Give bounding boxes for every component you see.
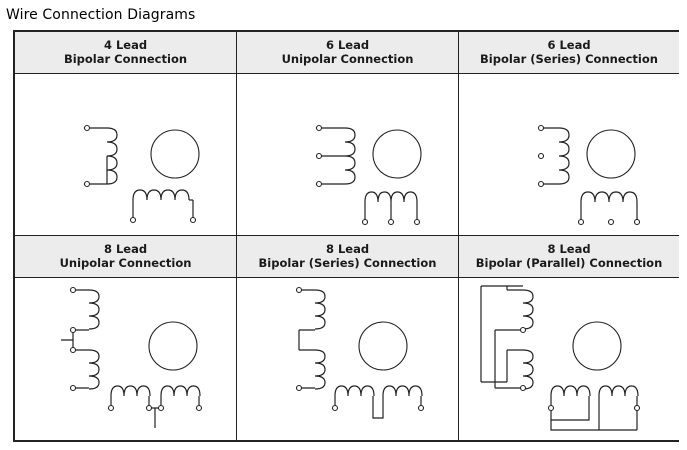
coil-a — [480, 285, 534, 392]
rotor-circle — [572, 321, 622, 371]
coil-b — [331, 385, 425, 419]
lead-count-label: 4 Lead — [103, 38, 148, 52]
lead-count-label: 8 Lead — [547, 242, 591, 256]
coil-b — [129, 189, 197, 224]
coil-b — [547, 385, 641, 431]
cell-header: 8 Lead Bipolar (Series) Connection — [237, 236, 458, 278]
lead-count-label: 6 Lead — [325, 38, 370, 52]
wiring-diagram — [315, 124, 422, 226]
diagram-grid: 4 Lead Bipolar Connection 6 Lead — [13, 30, 679, 442]
lead-count-label: 6 Lead — [547, 38, 591, 52]
diagram-cell-6-lead-unipolar: 6 Lead Unipolar Connection — [237, 32, 459, 236]
connection-type-label: Bipolar (Series) Connection — [480, 52, 658, 66]
rotor-circle — [358, 321, 408, 371]
coil-b — [577, 191, 641, 226]
cell-header: 8 Lead Unipolar Connection — [15, 236, 236, 278]
diagram-cell-8-lead-unipolar: 8 Lead Unipolar Connection — [15, 236, 237, 440]
rotor-circle — [148, 321, 198, 371]
coil-b — [361, 191, 421, 226]
wiring-diagram — [83, 124, 200, 224]
diagram-cell-4-lead-bipolar: 4 Lead Bipolar Connection — [15, 32, 237, 236]
coil-a — [315, 124, 356, 188]
diagram-cell-8-lead-bipolar-series: 8 Lead Bipolar (Series) Connection — [237, 236, 459, 440]
lead-count-label: 8 Lead — [325, 242, 370, 256]
coil-a — [295, 286, 326, 392]
cell-header: 4 Lead Bipolar Connection — [15, 32, 236, 74]
connection-type-label: Bipolar (Series) Connection — [258, 256, 437, 270]
connection-type-label: Bipolar Connection — [63, 52, 188, 66]
page-title: Wire Connection Diagrams — [6, 7, 196, 23]
wiring-diagram — [480, 285, 641, 431]
diagram-cell-8-lead-bipolar-parallel: 8 Lead Bipolar (Parallel) Connection — [459, 236, 679, 440]
wiring-diagram — [537, 124, 641, 226]
coil-a — [61, 286, 100, 392]
coil-b — [107, 385, 203, 428]
cell-header: 8 Lead Bipolar (Parallel) Connection — [459, 236, 679, 278]
connection-type-label: Bipolar (Parallel) Connection — [475, 256, 663, 270]
connection-type-label: Unipolar Connection — [59, 256, 192, 270]
wiring-diagram — [61, 286, 203, 428]
cell-header: 6 Lead Bipolar (Series) Connection — [459, 32, 679, 74]
diagram-cell-6-lead-bipolar-series: 6 Lead Bipolar (Series) Connection — [459, 32, 679, 236]
rotor-circle — [372, 129, 422, 179]
coil-a — [537, 124, 570, 188]
lead-count-label: 8 Lead — [103, 242, 148, 256]
rotor-circle — [150, 129, 200, 179]
coil-a — [83, 124, 118, 188]
connection-type-label: Unipolar Connection — [281, 52, 414, 66]
cell-header: 6 Lead Unipolar Connection — [237, 32, 458, 74]
wiring-diagram — [295, 286, 425, 419]
rotor-circle — [586, 129, 636, 179]
